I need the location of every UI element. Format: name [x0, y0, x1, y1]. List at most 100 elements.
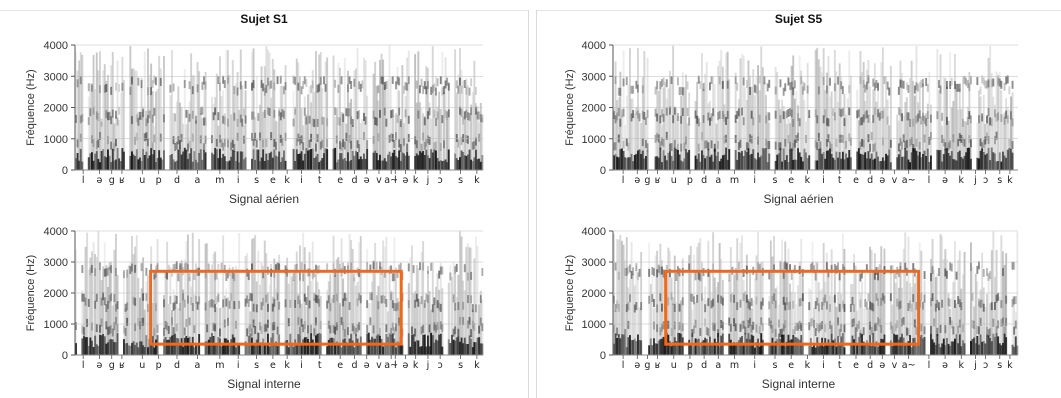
- spectrogram-column: [662, 150, 665, 170]
- spectrogram-column: [960, 108, 963, 170]
- spectrogram-column: [995, 71, 998, 170]
- spectrogram-column: [787, 248, 790, 355]
- spectrogram-column: [629, 278, 631, 355]
- spectrogram-column: [94, 300, 97, 309]
- spectrogram-column: [361, 80, 364, 89]
- spectrogram-column: [460, 85, 463, 94]
- spectrogram-column: [691, 329, 694, 337]
- spectrogram-column: [327, 320, 330, 329]
- spectrogram-column: [401, 345, 404, 355]
- spectrogram-column: [174, 143, 177, 151]
- phoneme-label: ɔ: [983, 360, 988, 371]
- spectrogram-column: [859, 153, 862, 170]
- spectrogram-column: [103, 156, 106, 170]
- spectrogram-column: [768, 317, 771, 326]
- spectrogram-column: [217, 337, 220, 355]
- spectrogram-column: [151, 142, 154, 151]
- spectrogram-column: [873, 107, 876, 115]
- phoneme-label: s: [997, 175, 1002, 186]
- spectrogram-column: [342, 322, 345, 331]
- spectrogram-column: [302, 160, 305, 170]
- spectrogram-column: [183, 337, 186, 355]
- spectrogram-column: [83, 327, 85, 336]
- spectrogram-column: [220, 306, 223, 355]
- spectrogram-column: [950, 77, 953, 86]
- spectrogram-column: [331, 298, 333, 355]
- spectrogram-column: [175, 260, 178, 355]
- spectrogram-column: [833, 112, 836, 121]
- spectrogram-column: [870, 302, 873, 311]
- spectrogram-column: [755, 85, 758, 94]
- spectrogram-column: [316, 84, 319, 93]
- spectrogram-column: [978, 158, 980, 170]
- spectrogram-column: [260, 66, 263, 170]
- spectrogram-column: [382, 59, 385, 170]
- spectrogram-column: [183, 327, 186, 336]
- spectrogram-column: [414, 328, 417, 337]
- spectrogram-column: [415, 340, 418, 355]
- spectrogram-column: [861, 154, 863, 170]
- spectrogram-column: [395, 347, 397, 355]
- spectrogram-column: [792, 300, 795, 309]
- spectrogram-column: [873, 82, 876, 91]
- spectrogram-column: [899, 79, 902, 88]
- spectrogram-column: [942, 259, 945, 355]
- spectrogram-column: [952, 101, 955, 170]
- spectrogram-column: [334, 275, 337, 355]
- spectrogram-column: [411, 326, 413, 335]
- spectrogram-column: [99, 162, 101, 170]
- spectrogram-column: [701, 341, 703, 355]
- spectrogram-column: [326, 149, 329, 170]
- spectrogram-column: [151, 303, 154, 355]
- spectrogram-column: [428, 136, 431, 145]
- spectrogram-column: [447, 84, 450, 170]
- spectrogram-column: [460, 236, 463, 355]
- spectrogram-column: [198, 296, 201, 305]
- spectrogram-column: [1003, 116, 1006, 125]
- spectrogram-column: [327, 295, 330, 304]
- spectrogram-column: [717, 282, 719, 355]
- spectrogram-column: [763, 76, 766, 85]
- spectrogram-column: [459, 77, 461, 86]
- spectrogram-column: [862, 327, 865, 336]
- spectrogram-column: [428, 158, 431, 170]
- spectrogram-column: [630, 340, 633, 355]
- spectrogram-column: [648, 242, 651, 355]
- spectrogram-column: [481, 343, 484, 355]
- spectrogram-column: [244, 90, 247, 170]
- spectrogram-column: [888, 125, 891, 170]
- spectrogram-column: [188, 101, 191, 170]
- spectrogram-column: [739, 152, 742, 170]
- spectrogram-column: [375, 117, 378, 126]
- spectrogram-column: [704, 304, 707, 313]
- spectrogram-column: [295, 58, 298, 170]
- spectrogram-column: [742, 55, 745, 170]
- spectrogram-column: [781, 239, 783, 355]
- spectrogram-column: [169, 266, 172, 355]
- spectrogram-column: [624, 157, 627, 170]
- spectrogram-column: [645, 156, 647, 170]
- spectrogram-column: [166, 271, 169, 280]
- spectrogram-column: [150, 263, 153, 272]
- spectrogram-column: [347, 343, 349, 355]
- spectrogram-column: [191, 161, 194, 170]
- spectrogram-column: [769, 240, 772, 355]
- spectrogram-column: [758, 263, 761, 272]
- spectrogram-column: [439, 109, 442, 170]
- spectrogram-column: [717, 329, 719, 338]
- spectrogram-column: [113, 294, 116, 302]
- spectrogram-column: [235, 347, 237, 355]
- spectrogram-column: [677, 143, 679, 152]
- spectrogram-column: [622, 50, 625, 171]
- spectrogram-column: [789, 108, 791, 116]
- phoneme-label: k: [474, 175, 480, 186]
- spectrogram-column: [841, 86, 844, 95]
- spectrogram-column: [995, 326, 998, 334]
- spectrogram-column: [745, 338, 748, 355]
- spectrogram-column: [126, 343, 129, 355]
- spectrogram-column: [938, 150, 940, 170]
- spectrogram-column: [475, 342, 477, 355]
- spectrogram-column: [990, 341, 993, 355]
- spectrogram-column: [244, 341, 247, 355]
